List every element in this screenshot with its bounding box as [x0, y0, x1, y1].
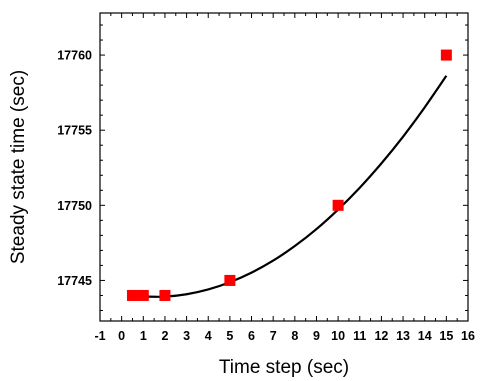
fit-curve	[132, 75, 448, 298]
y-tick-label: 17745	[57, 274, 92, 288]
x-tick-label: 16	[461, 329, 475, 343]
y-tick-label: 17755	[57, 124, 92, 138]
plot-border	[99, 12, 469, 322]
x-tick-label: 4	[205, 329, 212, 343]
axis-ticks	[99, 13, 469, 321]
x-tick-label: 6	[248, 329, 255, 343]
x-axis-title: Time step (sec)	[219, 357, 349, 378]
x-tick-label: 14	[418, 329, 432, 343]
x-tick-label: 15	[439, 329, 453, 343]
x-tick-label: -1	[94, 329, 105, 343]
x-tick-label: 7	[270, 329, 277, 343]
data-point	[126, 289, 138, 301]
x-tick-label: 9	[313, 329, 320, 343]
data-point	[159, 289, 171, 301]
x-tick-label: 3	[183, 329, 190, 343]
x-tick-label: 13	[396, 329, 410, 343]
y-tick-label: 17760	[57, 49, 92, 63]
x-tick-label: 0	[118, 329, 125, 343]
tick-labels: -1 0 1 2 3 4 5 6 7 8 9 10 11 12 13 14 15 1617745177501775…	[57, 49, 475, 343]
y-tick-label: 17750	[57, 199, 92, 213]
data-point	[137, 289, 149, 301]
x-tick-label: 12	[374, 329, 388, 343]
x-tick-label: 8	[291, 329, 298, 343]
x-tick-label: 5	[226, 329, 233, 343]
fit-curve-layer	[132, 75, 448, 298]
data-point	[332, 199, 344, 211]
x-tick-label: 2	[161, 329, 168, 343]
x-tick-label: 1	[140, 329, 147, 343]
data-points	[126, 49, 452, 301]
data-point	[224, 274, 236, 286]
plot-frame	[99, 12, 469, 322]
x-tick-label: 10	[331, 329, 345, 343]
x-tick-label: 11	[353, 329, 366, 343]
y-axis-title: Steady state time (sec)	[8, 70, 29, 264]
data-point	[440, 49, 452, 61]
